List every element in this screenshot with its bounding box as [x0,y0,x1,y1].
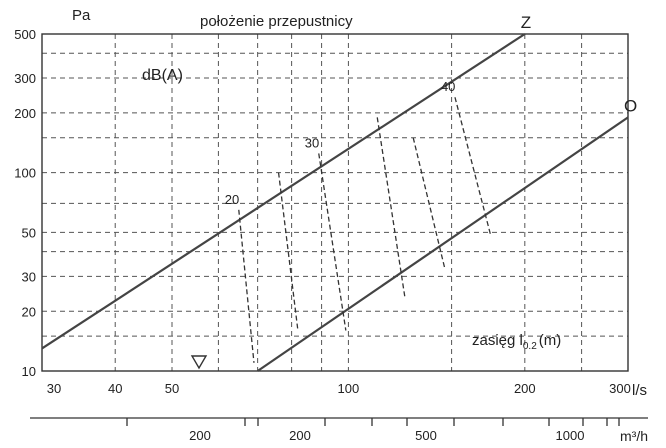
series-line [41,33,526,350]
grid [42,34,628,371]
x-tick-label: 30 [47,381,61,396]
noise-line-label: 30 [305,135,319,150]
dashed-line [277,172,299,331]
throw-label: zasięg l0.2 (m) [472,332,561,352]
y-tick-label: 10 [22,364,36,379]
x-tick-label: 300 [609,381,631,396]
x-tick-labels: 30 40 50 100 200 300 [47,381,631,396]
x-tick-label: 40 [108,381,122,396]
secondary-axis: 200 200 500 1000 m³/h [30,417,648,444]
x2-axis-unit: m³/h [620,428,648,444]
y-axis-unit: Pa [72,7,91,24]
noise-line [238,209,255,363]
x2-tick-label: 1000 [556,428,585,443]
series-line [257,116,629,372]
x-tick-label: 50 [165,381,179,396]
noise-line-label: 40 [441,79,455,94]
y-tick-label: 500 [14,27,36,42]
noise-line [318,153,347,331]
dashed-line [376,117,406,300]
x-axis-unit: l/s [632,382,647,399]
x2-tick-label: 500 [415,428,437,443]
y-tick-label: 200 [14,106,36,121]
noise-line-label: 20 [225,192,239,207]
y-tick-label: 30 [22,269,36,284]
series-label: Z [521,13,531,32]
plot-frame [41,33,629,372]
x-tick-label: 200 [514,381,536,396]
dashed-line [412,137,446,269]
noise-label: dB(A) [142,67,183,84]
y-tick-label: 300 [14,71,36,86]
triangle-marker [190,355,208,370]
x-tick-label: 100 [338,381,360,396]
series-lines: ZO [41,13,637,372]
y-tick-label: 100 [14,166,36,181]
y-tick-label: 20 [22,304,36,319]
x2-tick-label: 200 [189,428,211,443]
y-tick-labels: 10 20 30 50 100 200 300 500 [14,27,36,379]
noise-line [454,97,492,237]
noise-lines: 20 30 40 [225,79,492,363]
chart-title: położenie przepustnicy [200,13,353,30]
series-label: O [624,96,637,115]
y-tick-label: 50 [22,225,36,240]
x2-tick-label: 200 [289,428,311,443]
